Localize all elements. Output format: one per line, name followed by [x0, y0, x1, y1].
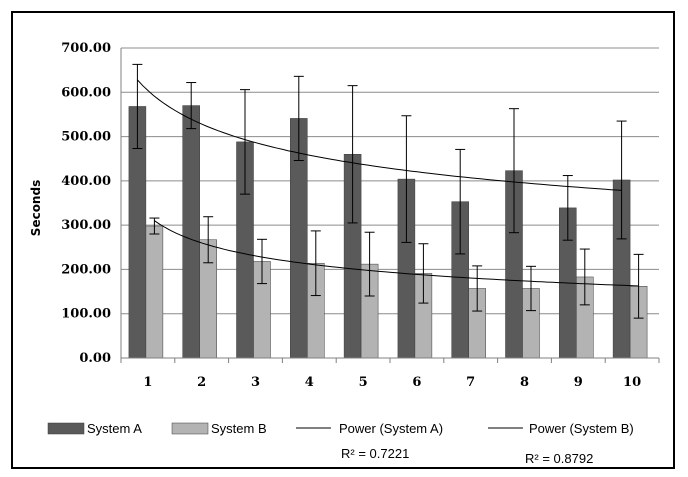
error-bar [418, 243, 429, 304]
chart-frame: 0.00 100.00 200.00 300.00 400.00 500.00 600.00… [11, 11, 675, 469]
error-bar [526, 265, 536, 312]
error-bar [310, 230, 321, 297]
legend-label-power-a: Power (System A) [339, 421, 443, 436]
error-bar [347, 85, 358, 224]
y-tick-label: 100.00 [61, 307, 111, 322]
trendline-system-b [154, 220, 639, 287]
error-bar [579, 248, 590, 306]
error-bar [293, 75, 304, 161]
x-tick-label: 4 [305, 375, 314, 390]
x-tick-label: 9 [574, 375, 583, 390]
y-tick-label: 0.00 [79, 351, 111, 366]
y-axis-title: Seconds [29, 180, 43, 236]
error-bar [472, 265, 483, 312]
x-tick-label: 6 [412, 375, 421, 390]
x-tick-label: 7 [466, 375, 475, 390]
error-bars [132, 63, 644, 319]
error-bar [240, 89, 250, 195]
x-tick-label: 8 [520, 375, 529, 390]
x-tick-label: 3 [251, 375, 260, 390]
legend-label-system-a: System A [87, 421, 142, 436]
error-bar [455, 148, 466, 255]
error-bar [257, 238, 267, 285]
x-tick-label: 10 [623, 375, 641, 390]
error-bar [401, 115, 412, 243]
r-squared-system-b: R² = 0.8792 [525, 451, 593, 466]
bar-system-a [182, 105, 200, 359]
trendlines [137, 79, 639, 287]
y-tick-label: 200.00 [61, 262, 111, 277]
y-tick-label: 300.00 [61, 218, 111, 233]
legend-label-system-b: System B [211, 421, 267, 436]
error-bar [509, 108, 519, 234]
legend-label-power-b: Power (System B) [529, 421, 634, 436]
bars [128, 105, 648, 359]
bar-chart: 0.00 100.00 200.00 300.00 400.00 500.00 600.00… [29, 41, 660, 466]
legend-swatch-system-a [47, 422, 85, 435]
error-bar [364, 231, 375, 297]
y-tick-label: 500.00 [61, 130, 111, 145]
trendline-system-a [137, 79, 622, 191]
x-tick-label: 1 [143, 375, 152, 390]
axes: 0.00 100.00 200.00 300.00 400.00 500.00 600.00… [61, 41, 660, 390]
x-tick-label: 5 [359, 375, 368, 390]
error-bar [203, 216, 214, 264]
error-bar [186, 82, 197, 130]
error-bar [633, 253, 644, 319]
error-bar [616, 120, 627, 240]
r-squared-system-a: R² = 0.7221 [341, 446, 409, 461]
legend-swatch-system-b [171, 422, 209, 435]
bar-system-b [145, 225, 164, 359]
legend: System A System B Power (System A) Power (S… [47, 421, 634, 466]
error-bar [132, 63, 143, 150]
x-tick-label: 2 [197, 375, 206, 390]
y-tick-label: 600.00 [61, 85, 111, 100]
y-tick-label: 400.00 [61, 174, 111, 189]
y-tick-label: 700.00 [61, 41, 111, 56]
